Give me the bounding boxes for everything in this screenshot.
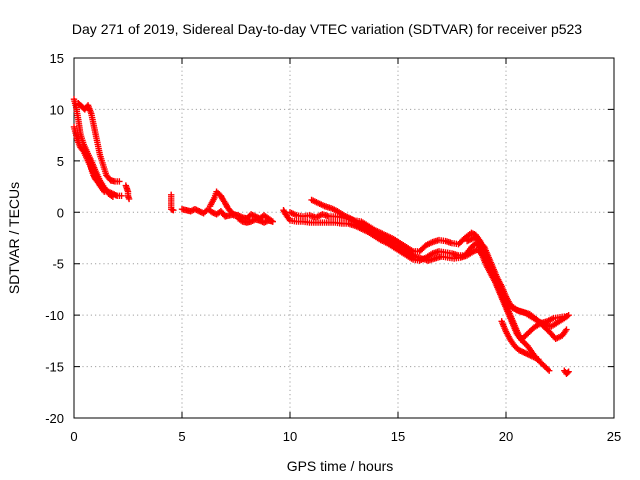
y-tick-label: 15: [50, 51, 64, 66]
y-tick-label: 0: [57, 205, 64, 220]
data-point: [125, 195, 133, 203]
data-point: [563, 312, 570, 320]
series-sat-d: [85, 154, 125, 200]
data-point: [170, 207, 177, 214]
y-tick-label: -10: [45, 308, 64, 323]
series-sat-m: [463, 233, 570, 342]
series-sat-l: [308, 196, 570, 344]
x-tick-label: 5: [178, 429, 185, 444]
series-sat-h: [206, 188, 238, 219]
series-sat-o: [561, 367, 572, 377]
data-point: [565, 368, 572, 375]
x-axis-label: GPS time / hours: [287, 458, 394, 474]
data-point: [118, 192, 125, 200]
x-tick-label: 25: [607, 429, 621, 444]
data-point: [535, 356, 542, 363]
y-tick-label: -20: [45, 411, 64, 426]
axis-ticks: [73, 57, 615, 419]
plot-frame: [73, 57, 615, 419]
y-tick-labels: 15 10 5 0 -5 -10 -15 -20: [45, 51, 64, 426]
data-point: [230, 212, 238, 219]
series-sat-i: [234, 215, 276, 226]
x-tick-label: 0: [70, 429, 77, 444]
y-tick-label: -15: [45, 360, 64, 375]
series-sat-f: [168, 191, 177, 214]
x-tick-label: 15: [391, 429, 405, 444]
chart-title: Day 271 of 2019, Sidereal Day-to-day VTE…: [72, 21, 582, 37]
y-tick-label: 10: [50, 102, 64, 117]
x-tick-labels: 0 5 10 15 20 25: [70, 429, 621, 444]
data-point: [564, 369, 571, 376]
data-point: [546, 367, 553, 374]
y-tick-label: 5: [57, 154, 64, 169]
data-points: [70, 95, 572, 377]
data-point: [269, 218, 276, 225]
series-sat-c: [75, 100, 123, 185]
data-point: [116, 178, 123, 185]
data-point: [563, 326, 570, 333]
series-sat-e: [122, 182, 133, 203]
x-tick-label: 10: [283, 429, 297, 444]
series-sat-n: [498, 318, 542, 363]
y-tick-label: -5: [52, 257, 64, 272]
y-axis-label: SDTVAR / TECUs: [6, 182, 22, 294]
x-tick-label: 20: [499, 429, 513, 444]
